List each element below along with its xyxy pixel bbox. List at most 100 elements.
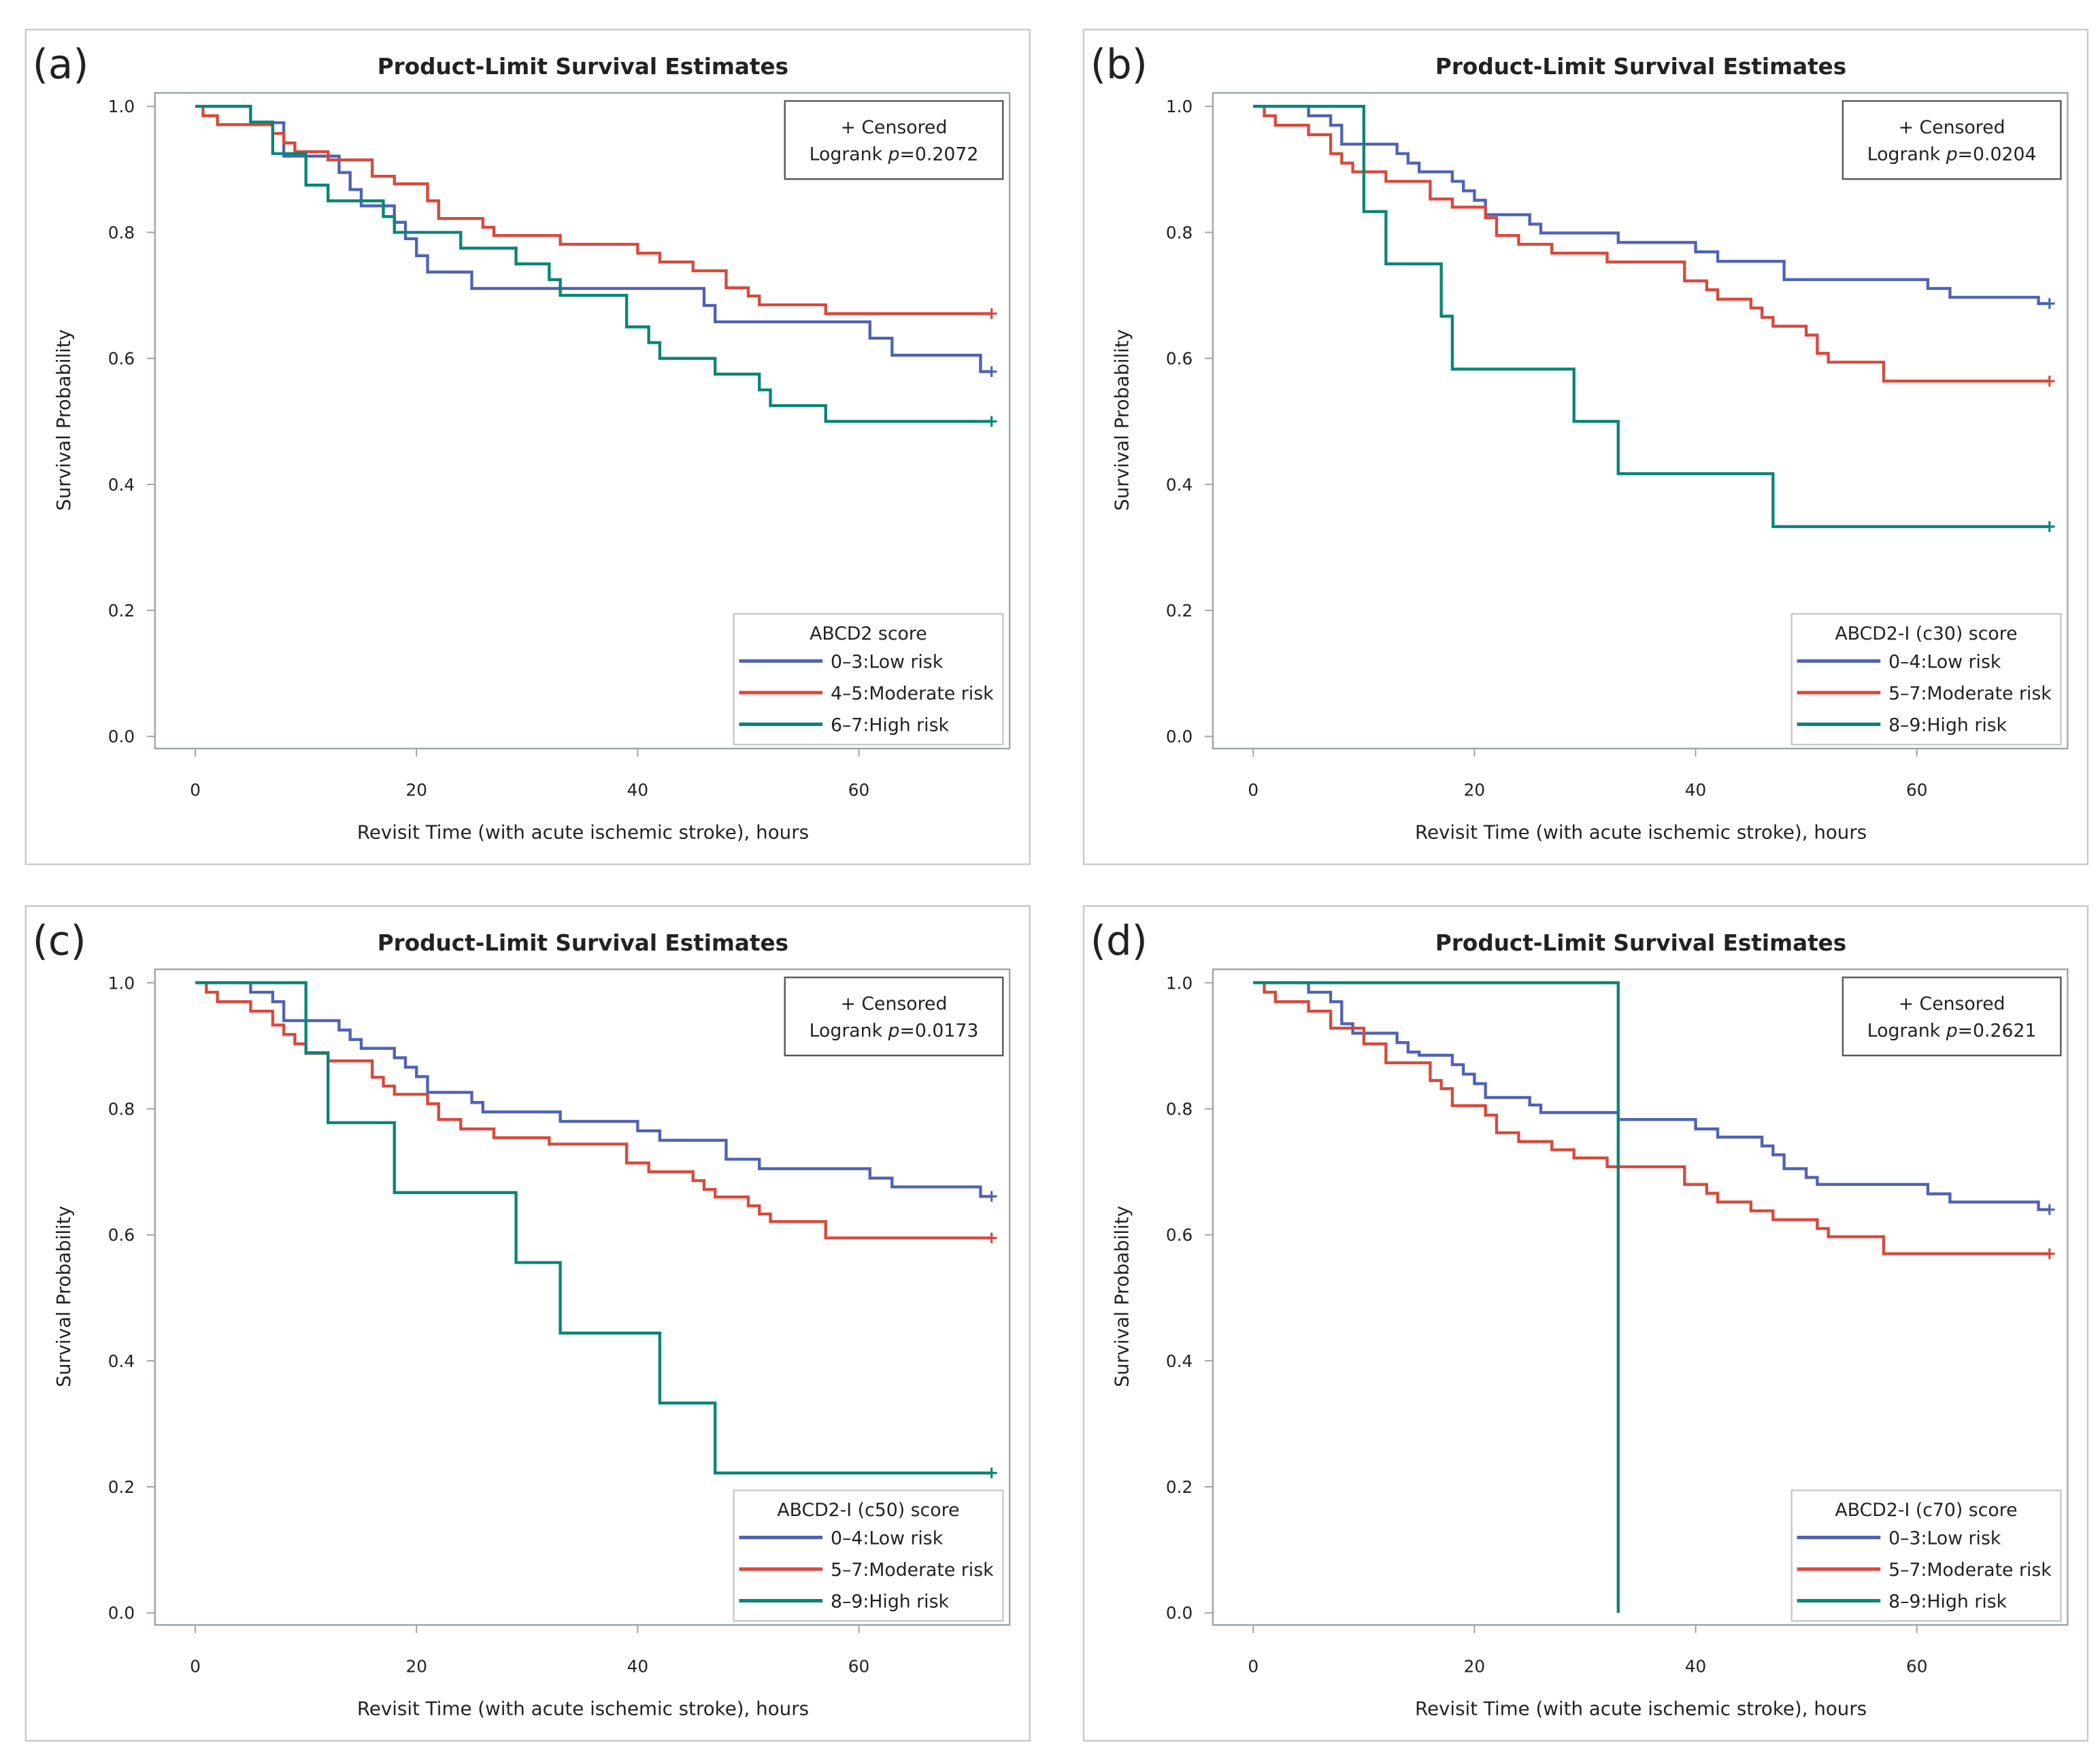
legend-entry: 8–9:High risk <box>831 1591 949 1612</box>
x-axis-label: Revisit Time (with acute ischemic stroke… <box>357 821 809 844</box>
legend: ABCD2 score 0–3:Low risk 4–5:Moderate risk… <box>733 613 1004 746</box>
x-tick-label: 0 <box>1248 1656 1259 1676</box>
y-axis-label: Survival Probability <box>1110 1206 1133 1387</box>
x-tick-label: 20 <box>406 780 427 800</box>
x-tick-label: 20 <box>1464 1656 1485 1676</box>
chart-title: Product-Limit Survival Estimates <box>1435 930 1846 956</box>
x-axis-label: Revisit Time (with acute ischemic stroke… <box>1415 821 1867 844</box>
logrank-p-symbol: p <box>1946 144 1958 165</box>
logrank-value: =0.2072 <box>900 144 979 165</box>
survival-curve-2 <box>195 105 992 316</box>
y-tick-label: 1.0 <box>108 973 135 993</box>
censored-note: + Censored <box>841 117 948 138</box>
survival-curve-2 <box>1253 105 2050 383</box>
y-tick-label: 0.8 <box>1166 223 1193 242</box>
stats-box <box>1841 976 2062 1057</box>
panel-label: (a) <box>33 41 89 88</box>
panel-label: (b) <box>1090 41 1148 88</box>
y-axis-label: Survival Probability <box>1110 329 1133 511</box>
y-tick-label: 0.0 <box>108 727 135 746</box>
censored-marker <box>2044 298 2055 310</box>
legend-entry: 0–4:Low risk <box>1888 651 2001 672</box>
plot-area <box>154 968 1011 1626</box>
y-tick-label: 0.4 <box>108 475 135 495</box>
stats-box <box>1841 100 2062 180</box>
legend-entry: 0–4:Low risk <box>831 1528 944 1549</box>
censored-marker <box>2044 376 2055 386</box>
x-tick-label: 60 <box>848 1656 869 1676</box>
y-tick-label: 0.8 <box>108 1099 135 1119</box>
censored-marker <box>986 308 997 319</box>
panel-b: (b) Product-Limit Survival Estimates 0.0 0.… <box>1082 29 2089 866</box>
y-tick-label: 0.8 <box>1166 1099 1193 1119</box>
x-axis-label: Revisit Time (with acute ischemic stroke… <box>357 1698 809 1720</box>
x-tick-label: 0 <box>190 780 201 800</box>
censored-marker <box>986 1467 997 1479</box>
panel-a: (a) Product-Limit Survival Estimates 0.0 0.… <box>24 29 1031 866</box>
y-tick-label: 0.6 <box>108 1225 135 1245</box>
y-tick-label: 0.4 <box>1166 475 1193 495</box>
censored-marker <box>2044 521 2055 532</box>
panel-d: (d) Product-Limit Survival Estimates 0.0 0.… <box>1082 905 2089 1742</box>
survival-curve-3 <box>195 981 992 1474</box>
legend-entry: 4–5:Moderate risk <box>831 683 994 704</box>
legend-title: ABCD2-I (c50) score <box>777 1500 959 1521</box>
panel-c: (c) Product-Limit Survival Estimates 0.0 0.… <box>24 905 1031 1742</box>
legend-entry: 0–3:Low risk <box>831 651 944 672</box>
y-tick-label: 1.0 <box>1166 973 1193 993</box>
x-tick-label: 40 <box>627 1656 648 1676</box>
logrank-label: Logrank <box>1867 144 1946 165</box>
panel-label: (d) <box>1090 917 1148 964</box>
x-tick-label: 60 <box>1906 780 1927 800</box>
survival-curve-2 <box>1253 981 2050 1255</box>
legend-entry: 0–3:Low risk <box>1888 1528 2001 1549</box>
logrank-label: Logrank <box>810 1021 888 1042</box>
legend-entry: 5–7:Moderate risk <box>1888 1560 2052 1581</box>
x-tick-label: 60 <box>1906 1656 1927 1676</box>
legend-entry: 6–7:High risk <box>831 714 949 736</box>
chart-title: Product-Limit Survival Estimates <box>378 54 788 80</box>
survival-curve-1 <box>195 981 992 1198</box>
legend-entry: 5–7:Moderate risk <box>831 1560 994 1581</box>
logrank-label: Logrank <box>1867 1021 1946 1042</box>
plot-area <box>154 92 1011 750</box>
survival-curve-1 <box>1253 981 2050 1211</box>
censored-marker <box>2044 1204 2055 1215</box>
x-axis-label: Revisit Time (with acute ischemic stroke… <box>1415 1698 1867 1720</box>
x-tick-label: 40 <box>1685 780 1706 800</box>
x-tick-label: 0 <box>190 1656 201 1676</box>
y-axis-label: Survival Probability <box>52 329 75 511</box>
legend-entry: 5–7:Moderate risk <box>1888 683 2052 704</box>
y-tick-label: 0.6 <box>1166 1225 1193 1245</box>
censored-marker <box>986 1232 997 1244</box>
logrank-value: =0.0173 <box>900 1021 979 1042</box>
y-tick-label: 0.0 <box>1166 1603 1193 1623</box>
y-tick-label: 0.2 <box>108 1477 135 1497</box>
y-tick-label: 0.4 <box>1166 1351 1193 1371</box>
censored-note: + Censored <box>1899 117 2005 138</box>
censored-marker <box>986 366 997 378</box>
chart-title: Product-Limit Survival Estimates <box>378 930 788 956</box>
censored-marker <box>986 1191 997 1202</box>
logrank-label: Logrank <box>810 144 888 165</box>
logrank-text: Logrank p=0.2072 <box>810 144 979 165</box>
y-tick-label: 0.6 <box>108 349 135 369</box>
plot-area <box>1212 92 2069 750</box>
x-tick-label: 20 <box>1464 780 1485 800</box>
logrank-p-symbol: p <box>888 144 900 165</box>
stats-box <box>784 976 1004 1057</box>
legend: ABCD2-I (c30) score 0–4:Low risk 5–7:Moder… <box>1790 613 2062 746</box>
censored-note: + Censored <box>841 993 948 1015</box>
plot-area <box>1212 968 2069 1626</box>
logrank-p-symbol: p <box>888 1021 900 1042</box>
panel-label: (c) <box>33 917 86 964</box>
logrank-text: Logrank p=0.2621 <box>1867 1021 2037 1042</box>
legend: ABCD2-I (c70) score 0–3:Low risk 5–7:Moder… <box>1790 1489 2062 1622</box>
legend-entry: 8–9:High risk <box>1888 1591 2007 1612</box>
logrank-text: Logrank p=0.0204 <box>1867 144 2037 165</box>
censored-marker <box>2044 1248 2055 1259</box>
legend-title: ABCD2-I (c70) score <box>1835 1500 2018 1521</box>
logrank-value: =0.0204 <box>1958 144 2037 165</box>
y-tick-label: 0.2 <box>1166 601 1193 621</box>
